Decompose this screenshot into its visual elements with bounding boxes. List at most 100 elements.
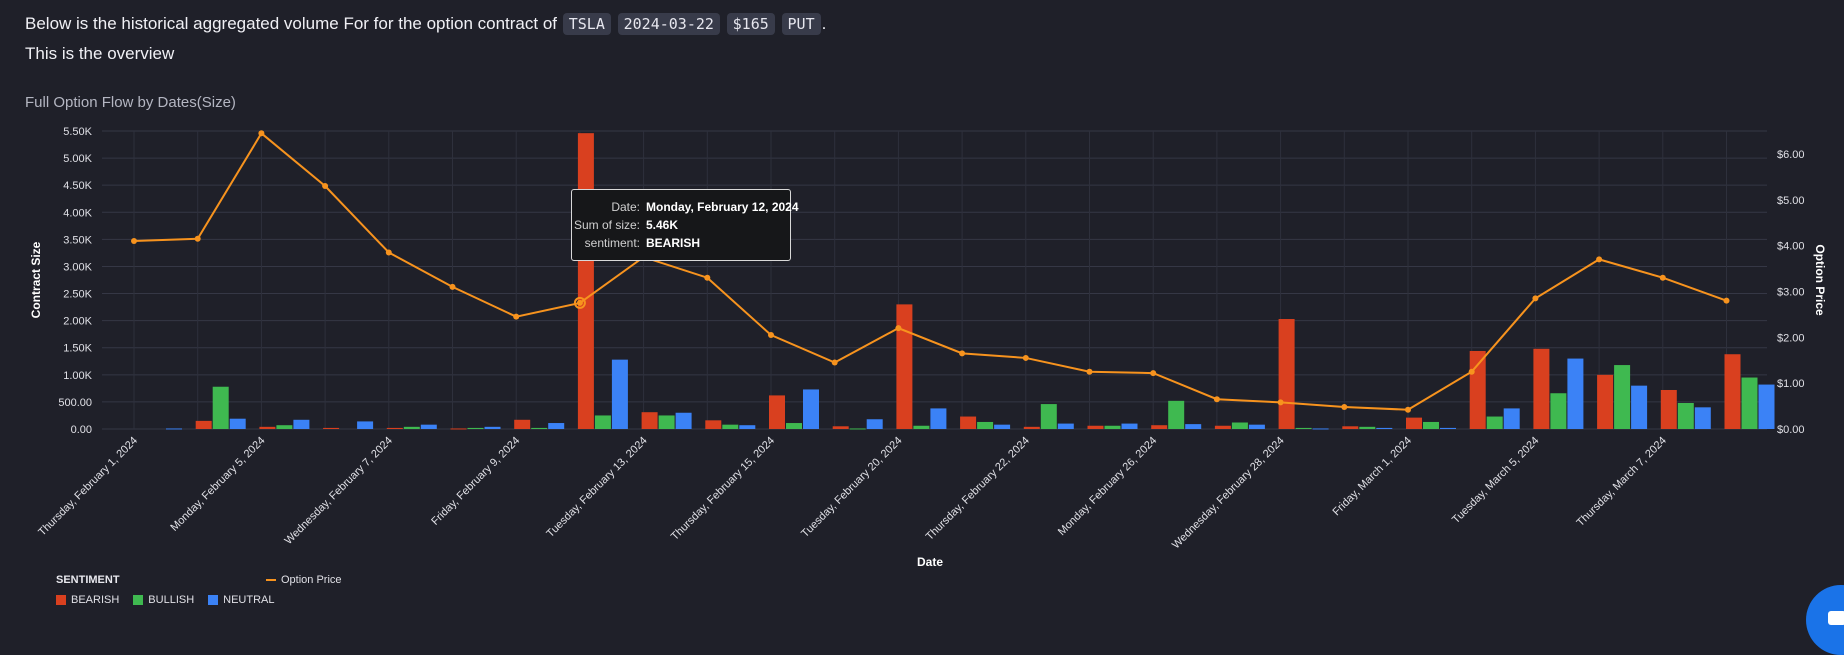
bar-neutral — [675, 412, 692, 429]
option-price-point — [1405, 406, 1411, 413]
x-tick-label: Monday, February 5, 2024 — [168, 435, 267, 534]
y-tick-label: 4.50K — [63, 180, 92, 192]
bar-bullish — [1040, 404, 1057, 429]
bar-bullish — [1741, 377, 1758, 429]
strike-code: $165 — [726, 13, 775, 35]
bar-bullish — [531, 427, 548, 429]
tooltip-date-value: Monday, February 12, 2024 — [646, 200, 799, 214]
bar-neutral — [293, 419, 310, 429]
tooltip-size-value: 5.46K — [646, 218, 679, 232]
sentiment-legend: BEARISH BULLISH NEUTRAL — [56, 594, 275, 606]
x-tick-label: Wednesday, February 7, 2024 — [283, 435, 395, 547]
option-price-point — [1341, 403, 1348, 410]
bar-neutral — [420, 424, 437, 429]
bar-neutral — [1121, 423, 1138, 429]
bar-bearish — [323, 427, 340, 429]
y-tick-label: 2.50K — [63, 289, 92, 301]
bar-neutral — [866, 419, 883, 429]
option-price-point — [1150, 370, 1157, 377]
bar-bullish — [1104, 425, 1121, 429]
bar-neutral — [229, 418, 246, 429]
hover-point-marker — [573, 296, 586, 309]
bar-bullish — [276, 425, 293, 429]
x-tick-label: Wednesday, February 28, 2024 — [1170, 435, 1287, 552]
bar-neutral — [1694, 407, 1711, 429]
option-price-point — [895, 325, 902, 332]
option-price-point — [258, 130, 265, 137]
option-price-swatch — [266, 579, 276, 581]
bar-neutral — [739, 425, 756, 429]
option-price-point — [385, 249, 392, 256]
x-tick-label: Friday, March 1, 2024 — [1331, 435, 1415, 519]
bar-bearish — [769, 395, 785, 429]
bar-bullish — [594, 415, 611, 429]
x-tick-label: Tuesday, March 5, 2024 — [1450, 435, 1542, 527]
expiry-code: 2024-03-22 — [617, 13, 720, 35]
bar-bearish — [960, 416, 977, 429]
bar-bullish — [1614, 365, 1631, 429]
bar-neutral — [803, 389, 819, 429]
bar-bullish — [786, 423, 802, 429]
bar-bullish — [658, 415, 675, 429]
bar-bearish — [1597, 374, 1614, 429]
bar-bullish — [1677, 402, 1694, 429]
bar-bearish — [896, 304, 913, 429]
symbol-code: TSLA — [562, 13, 611, 35]
bar-bullish — [849, 428, 866, 430]
y2-tick-label: $4.00 — [1777, 241, 1805, 253]
bar-bullish — [1550, 393, 1567, 429]
option-price-point — [704, 274, 711, 281]
x-tick-label: Friday, February 9, 2024 — [429, 435, 522, 528]
bar-bearish — [259, 426, 276, 429]
legend-label-option-price: Option Price — [281, 574, 342, 586]
y-tick-label: 2.00K — [63, 316, 92, 328]
option-price-point — [194, 235, 201, 242]
y2-tick-label: $0.00 — [1777, 424, 1805, 436]
intro-end: . — [821, 14, 827, 33]
chart-tooltip: Date: Monday, February 12, 2024 Sum of s… — [571, 189, 799, 261]
bar-bearish — [705, 420, 722, 429]
option-price-point — [1659, 274, 1666, 281]
legend-item-option-price[interactable]: Option Price — [266, 574, 342, 586]
bar-bearish — [450, 428, 467, 430]
tooltip-size-label: Sum of size: — [573, 218, 640, 232]
overview-text: This is the overview — [25, 44, 175, 63]
bar-neutral — [1567, 358, 1584, 429]
bar-bearish — [1406, 417, 1422, 429]
tooltip-sentiment-label: sentiment: — [584, 236, 640, 250]
bar-bullish — [467, 427, 484, 429]
y-tick-label: 5.00K — [63, 153, 92, 165]
legend-item-bearish[interactable]: BEARISH — [56, 594, 119, 606]
legend-item-bullish[interactable]: BULLISH — [133, 594, 194, 606]
y2-tick-label: $6.00 — [1777, 149, 1805, 161]
y2-axis-title: Option Price — [1813, 244, 1827, 316]
option-price-point — [576, 299, 583, 306]
y-tick-label: 1.50K — [63, 343, 92, 355]
y-tick-label: 3.00K — [63, 261, 92, 273]
chat-button[interactable] — [1806, 585, 1844, 655]
bar-neutral — [484, 426, 501, 429]
bar-bearish — [386, 427, 403, 429]
bar-neutral — [1631, 385, 1648, 429]
bar-bearish — [577, 133, 594, 429]
bar-neutral — [930, 408, 947, 429]
y-axis-title: Contract Size — [29, 241, 43, 318]
x-tick-label: Thursday, February 1, 2024 — [36, 435, 140, 539]
bar-bearish — [1342, 426, 1359, 429]
x-tick-label: Tuesday, February 20, 2024 — [799, 435, 904, 540]
y2-tick-label: $2.00 — [1777, 332, 1805, 344]
option-price-point — [831, 359, 838, 366]
bar-bearish — [1278, 319, 1295, 429]
bar-bullish — [1295, 427, 1312, 429]
bar-bullish — [913, 425, 930, 429]
bar-bullish — [1168, 400, 1185, 429]
bar-bearish — [1151, 425, 1168, 429]
bar-neutral — [1376, 427, 1393, 429]
legend-title: SENTIMENT — [56, 574, 120, 586]
option-flow-chart[interactable]: 0.00 500.00 1.00K 1.50K 2.00K 2.50K 3.00K 3.50K… — [0, 110, 1844, 580]
tooltip-date-label: Date: — [611, 200, 640, 214]
legend-item-neutral[interactable]: NEUTRAL — [208, 594, 275, 606]
plot-area — [102, 131, 1767, 429]
chat-icon — [1828, 611, 1844, 625]
bar-neutral — [1248, 424, 1265, 429]
